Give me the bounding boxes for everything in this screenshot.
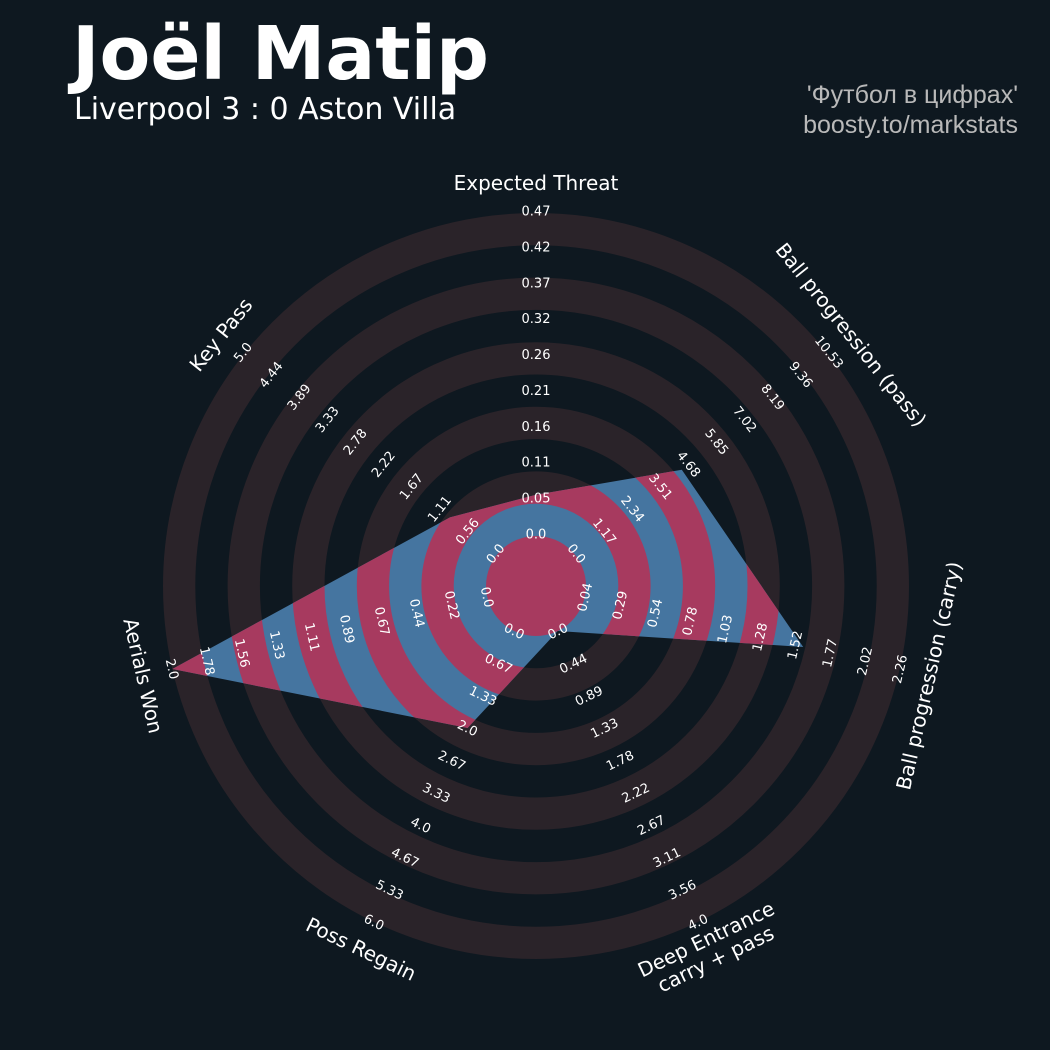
param-label: Expected Threat <box>454 171 619 195</box>
tick-label: 0.78 <box>680 606 701 638</box>
tick-label: 1.11 <box>301 621 322 653</box>
tick-label: 0.0 <box>526 528 547 543</box>
tick-label: 1.78 <box>196 645 217 677</box>
tick-label: 1.28 <box>750 621 771 653</box>
tick-label: 2.22 <box>369 449 399 481</box>
tick-label: 0.0 <box>477 586 496 610</box>
tick-label: 0.05 <box>522 492 551 507</box>
tick-label: 1.77 <box>820 637 841 669</box>
credit-line-2: boosty.to/markstats <box>803 111 1018 139</box>
tick-label: 1.33 <box>266 629 287 661</box>
tick-label: 0.21 <box>522 384 551 399</box>
tick-label: 0.89 <box>336 614 357 646</box>
tick-label: 0.54 <box>645 598 666 630</box>
tick-label: 0.11 <box>522 456 551 471</box>
tick-label: 1.52 <box>785 629 806 661</box>
polygon-inner-disc <box>486 536 586 636</box>
player-name-title: Joël Matip <box>72 11 489 97</box>
credit-line-1: 'Футбол в цифрах' <box>806 81 1018 109</box>
credits: 'Футбол в цифрах' boosty.to/markstats <box>803 80 1018 140</box>
tick-label: 0.47 <box>522 205 551 220</box>
tick-label: 0.67 <box>371 606 392 638</box>
tick-label: 0.22 <box>441 590 462 622</box>
match-subtitle: Liverpool 3 : 0 Aston Villa <box>74 92 457 127</box>
tick-label: 0.32 <box>522 312 551 327</box>
tick-label: 0.29 <box>610 590 631 622</box>
background-ring <box>227 277 845 895</box>
tick-label: 0.04 <box>575 582 596 614</box>
tick-label: 0.37 <box>522 276 551 291</box>
background-ring <box>292 342 780 830</box>
tick-label: 2.67 <box>435 748 468 774</box>
tick-label: 2.0 <box>162 657 181 681</box>
polygon-band <box>356 469 716 729</box>
tick-label: 1.03 <box>715 614 736 646</box>
tick-label: 2.02 <box>855 645 876 677</box>
background-ring <box>162 212 910 960</box>
tick-label: 0.42 <box>522 240 551 255</box>
param-label: Aerials Won <box>118 616 168 736</box>
tick-label: 0.44 <box>406 598 427 630</box>
tick-label: 0.26 <box>522 348 551 363</box>
tick-label: 1.78 <box>604 748 637 774</box>
tick-label: 0.16 <box>522 420 551 435</box>
tick-label: 1.56 <box>231 637 252 669</box>
tick-label: 2.26 <box>890 653 911 685</box>
